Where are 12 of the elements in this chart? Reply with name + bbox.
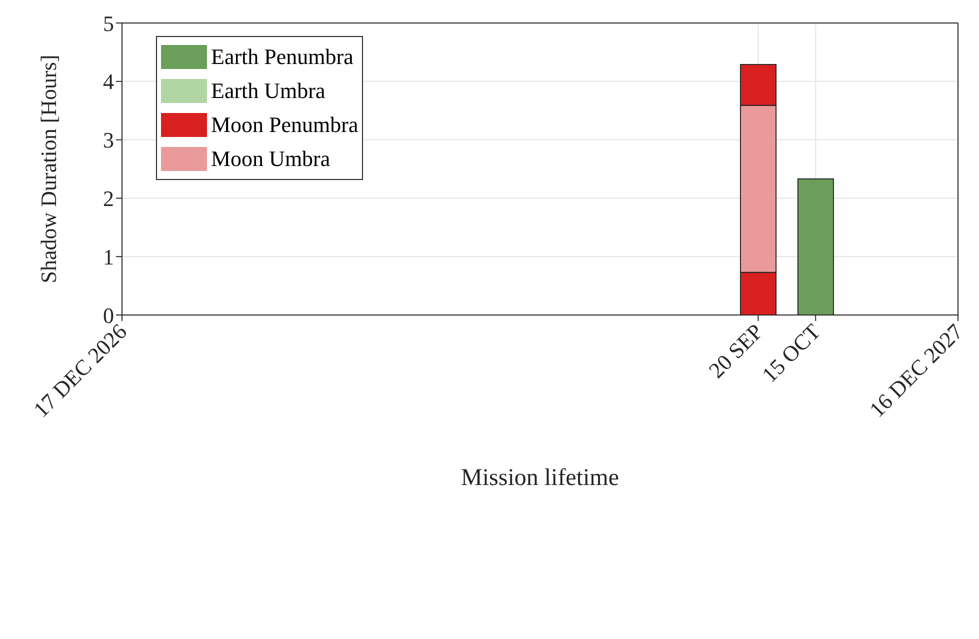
x-axis-title: Mission lifetime [461,465,619,491]
y-tick-label: 4 [103,69,114,94]
legend-label: Earth Umbra [211,78,326,104]
y-tick-label: 2 [103,186,114,212]
y-tick-label: 0 [103,302,114,328]
legend-label: Moon Umbra [211,146,330,172]
y-tick-label: 1 [103,244,114,270]
y-tick-label: 5 [103,10,114,36]
y-tick-label: 3 [103,128,114,153]
y-axis-title: Shadow Duration [Hours] [36,54,61,284]
legend-label: Moon Penumbra [211,112,358,138]
legend-label: Earth Penumbra [211,44,354,70]
